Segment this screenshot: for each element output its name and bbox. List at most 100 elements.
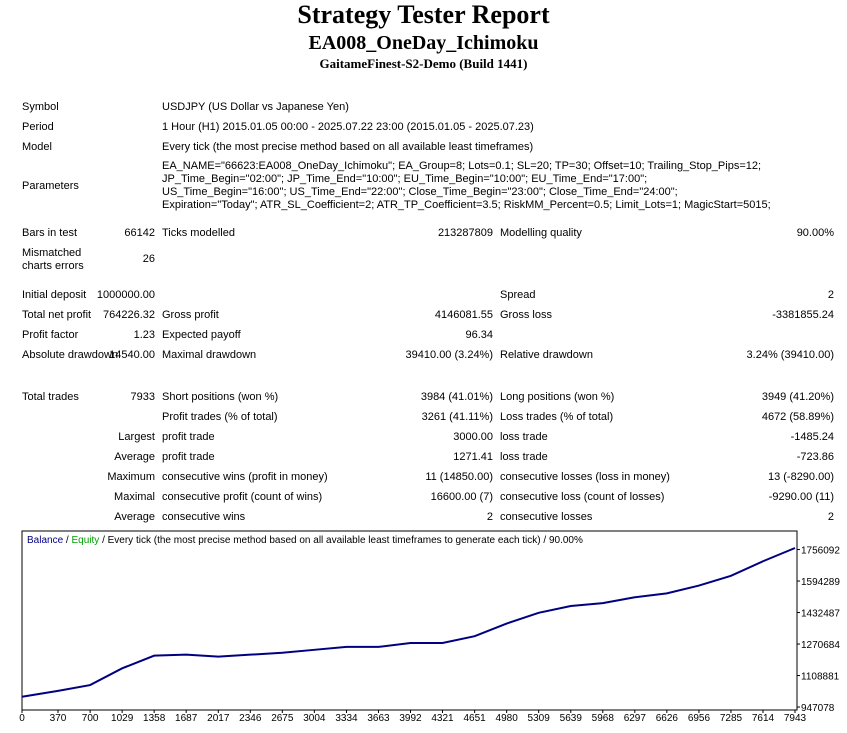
expert-name: EA008_OneDay_Ichimoku xyxy=(308,32,539,54)
chart-frame xyxy=(21,530,798,711)
stat-value: 26 xyxy=(142,253,155,265)
x-tick-label: 3992 xyxy=(399,713,422,724)
x-tick-label: 3004 xyxy=(303,713,326,724)
stat-label: Profit factor xyxy=(22,329,79,341)
separator: / xyxy=(543,535,546,546)
stat-value: 3261 (41.11%) xyxy=(421,411,493,423)
stat-label: Gross loss xyxy=(500,309,552,321)
stat-value: 66142 xyxy=(124,227,155,239)
stat-label: Short positions (won %) xyxy=(162,391,279,403)
x-tick-label: 5639 xyxy=(560,713,583,724)
info-value: Every tick (the most precise method base… xyxy=(162,141,534,153)
stat-label: Total net profit xyxy=(22,309,92,321)
stat-value: 1000000.00 xyxy=(96,289,155,301)
x-tick-label: 1687 xyxy=(175,713,198,724)
x-tick-label: 4651 xyxy=(464,713,487,724)
stat-value: 1.23 xyxy=(133,329,155,341)
stat-value: 39410.00 (3.24%) xyxy=(405,349,493,361)
stat-label: Spread xyxy=(500,289,536,301)
stat-value: 96.34 xyxy=(465,329,493,341)
legend-equity: Equity xyxy=(71,535,99,546)
stat-value: 14540.00 xyxy=(109,349,155,361)
stat-label: Profit trades (% of total) xyxy=(162,411,278,423)
x-tick-label: 0 xyxy=(19,713,25,724)
stat-label: Initial deposit xyxy=(22,289,87,301)
stat-value: 90.00% xyxy=(796,227,834,239)
stat-label: consecutive wins (profit in money) xyxy=(162,471,328,483)
stat-label: consecutive losses xyxy=(500,511,593,523)
stat-value: 3949 (41.20%) xyxy=(761,391,834,403)
stat-label: Ticks modelled xyxy=(162,227,235,239)
stat-value: -723.86 xyxy=(796,451,834,463)
y-tick-label: 947078 xyxy=(801,703,835,714)
separator: / xyxy=(66,535,69,546)
stat-prefix: Average xyxy=(114,511,155,523)
stat-label: Expected payoff xyxy=(162,329,241,341)
stat-label: profit trade xyxy=(162,451,215,463)
x-tick-label: 4980 xyxy=(496,713,519,724)
stat-value: 764226.32 xyxy=(103,309,155,321)
stat-label: Relative drawdown xyxy=(500,349,593,361)
stat-label: Long positions (won %) xyxy=(500,391,615,403)
x-tick-label: 1029 xyxy=(111,713,134,724)
x-tick-label: 7614 xyxy=(752,713,775,724)
x-tick-label: 3663 xyxy=(367,713,390,724)
stat-value: 3000.00 xyxy=(453,431,493,443)
legend-balance: Balance xyxy=(27,535,64,546)
stat-prefix: Average xyxy=(114,451,155,463)
stat-label: Absolute drawdown xyxy=(22,349,119,361)
info-value: EA_NAME="66623:EA008_OneDay_Ichimoku"; E… xyxy=(162,160,771,211)
chart-caption: Balance / Equity / Every tick (the most … xyxy=(27,535,583,546)
x-tick-label: 2017 xyxy=(207,713,230,724)
stat-value: 7933 xyxy=(130,391,155,403)
stat-label: consecutive losses (loss in money) xyxy=(500,471,670,483)
y-tick-label: 1756092 xyxy=(801,546,840,557)
stat-value: 3984 (41.01%) xyxy=(420,391,493,403)
stat-value: 11 (14850.00) xyxy=(425,471,493,483)
server-name: GaitameFinest-S2-Demo (Build 1441) xyxy=(319,56,528,71)
info-value: USDJPY (US Dollar vs Japanese Yen) xyxy=(162,101,349,113)
stat-value: 16600.00 (7) xyxy=(430,491,493,503)
stat-label: Bars in test xyxy=(22,227,78,239)
info-value: 1 Hour (H1) 2015.01.05 00:00 - 2025.07.2… xyxy=(162,121,534,133)
stat-label: consecutive wins xyxy=(162,511,246,523)
x-tick-label: 1358 xyxy=(143,713,166,724)
stat-label: Maximal drawdown xyxy=(162,349,257,361)
stat-value: -1485.24 xyxy=(790,431,834,443)
stat-label: consecutive profit (count of wins) xyxy=(162,491,323,503)
stat-value: 4146081.55 xyxy=(434,309,493,321)
y-tick-label: 1594289 xyxy=(801,577,840,588)
stat-label: Loss trades (% of total) xyxy=(500,411,614,423)
stat-value: 2 xyxy=(486,511,493,523)
y-tick-label: 1108881 xyxy=(801,672,840,683)
x-tick-label: 5968 xyxy=(592,713,615,724)
stat-label: Mismatched charts errors xyxy=(22,247,84,272)
stat-value: 13 (-8290.00) xyxy=(767,471,834,483)
quality: 90.00% xyxy=(549,535,583,546)
x-tick-label: 3334 xyxy=(335,713,358,724)
caption: Every tick (the most precise method base… xyxy=(108,535,541,546)
x-tick-label: 6956 xyxy=(688,713,711,724)
stat-value: 4672 (58.89%) xyxy=(761,411,834,423)
x-tick-label: 4321 xyxy=(431,713,454,724)
stat-label: consecutive loss (count of losses) xyxy=(500,491,665,503)
stat-label: loss trade xyxy=(500,451,548,463)
separator: / xyxy=(102,535,105,546)
stat-label: Gross profit xyxy=(162,309,219,321)
x-tick-label: 6626 xyxy=(656,713,679,724)
info-label: Symbol xyxy=(22,101,59,113)
stat-prefix: Largest xyxy=(118,431,155,443)
stat-value: 2 xyxy=(827,289,834,301)
info-label: Period xyxy=(22,121,54,133)
stat-label: loss trade xyxy=(500,431,548,443)
stat-label: Total trades xyxy=(22,391,79,403)
report-title: Strategy Tester Report xyxy=(297,0,550,29)
y-tick-label: 1432487 xyxy=(801,609,840,620)
x-tick-label: 7943 xyxy=(784,713,807,724)
stat-value: 213287809 xyxy=(437,227,493,239)
x-tick-label: 2346 xyxy=(239,713,262,724)
stat-label: Modelling quality xyxy=(500,227,582,239)
stat-value: 3.24% (39410.00) xyxy=(746,349,834,361)
